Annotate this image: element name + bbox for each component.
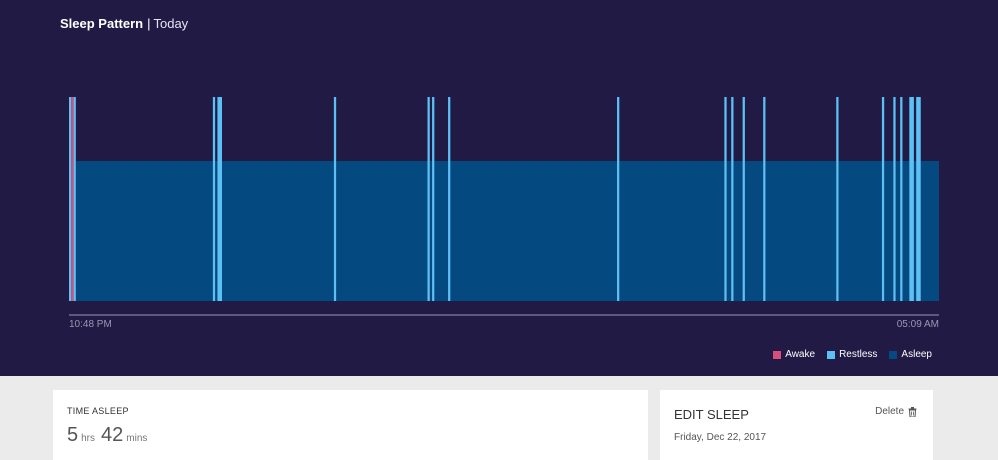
- asleep-segment-17: [619, 161, 725, 301]
- legend-label-asleep: Asleep: [901, 349, 932, 360]
- title-separator: |: [147, 16, 151, 31]
- legend-item-awake: Awake: [773, 349, 815, 360]
- restless-segment-30: [893, 97, 896, 301]
- edit-sleep-card: EDIT SLEEP Delete Friday, Dec 22, 2017: [660, 390, 933, 460]
- legend-label-awake: Awake: [785, 349, 816, 360]
- square-icon: [889, 350, 898, 359]
- time-asleep-card: TIME ASLEEP 5 hrs 42 mins: [53, 390, 648, 460]
- asleep-segment-13: [434, 161, 449, 301]
- x-tick-label-end: 05:09 AM: [897, 319, 939, 330]
- restless-segment-20: [731, 97, 734, 301]
- asleep-segment-21: [733, 161, 743, 301]
- restless-segment-18: [724, 97, 727, 301]
- hours-unit: hrs: [81, 433, 96, 444]
- restless-segment-24: [763, 97, 766, 301]
- restless-segment-22: [742, 97, 745, 301]
- asleep-segment-27: [838, 161, 882, 301]
- asleep-segment-25: [765, 161, 837, 301]
- asleep-segment-15: [450, 161, 618, 301]
- delete-button[interactable]: Delete: [875, 406, 917, 417]
- chart-subtitle: Today: [153, 16, 189, 31]
- hours-value: 5: [67, 424, 79, 446]
- restless-segment-4: [212, 97, 216, 301]
- restless-segment-12: [432, 97, 435, 301]
- legend-item-asleep: Asleep: [889, 349, 932, 360]
- asleep-segment-19: [726, 161, 732, 301]
- minutes-value: 42: [101, 424, 124, 446]
- time-asleep-label: TIME ASLEEP: [67, 406, 129, 416]
- asleep-segment-9: [336, 161, 428, 301]
- delete-label: Delete: [875, 406, 904, 417]
- legend-item-restless: Restless: [827, 349, 877, 360]
- sleep-pattern-panel: Sleep Pattern | Today 10:48 PM 05:09 AM Awa…: [0, 0, 998, 376]
- chart-title-main: Sleep Pattern: [60, 16, 144, 31]
- restless-segment-6: [217, 97, 222, 301]
- asleep-segment-11: [429, 161, 433, 301]
- square-icon: [827, 350, 836, 359]
- restless-segment-26: [836, 97, 839, 301]
- restless-segment-2: [73, 97, 76, 301]
- x-tick-label-start: 10:48 PM: [69, 319, 112, 330]
- restless-segment-8: [333, 97, 337, 301]
- restless-segment-14: [448, 97, 451, 301]
- restless-segment-16: [617, 97, 620, 301]
- edit-sleep-title: EDIT SLEEP: [674, 407, 749, 422]
- awake-segment-1: [71, 97, 74, 301]
- asleep-segment-23: [744, 161, 764, 301]
- square-icon: [773, 350, 782, 359]
- asleep-segment-33: [902, 161, 910, 301]
- legend-label-restless: Restless: [839, 349, 878, 360]
- restless-segment-10: [427, 97, 430, 301]
- asleep-segment-5: [215, 161, 218, 301]
- restless-segment-32: [900, 97, 903, 301]
- asleep-segment-3: [75, 161, 213, 301]
- chart-title: Sleep Pattern | Today: [60, 16, 188, 31]
- restless-segment-28: [881, 97, 885, 301]
- restless-segment-0: [69, 97, 72, 301]
- asleep-segment-35: [913, 161, 917, 301]
- asleep-segment-29: [884, 161, 894, 301]
- restless-segment-34: [909, 97, 914, 301]
- restless-segment-36: [916, 97, 921, 301]
- trash-icon: [908, 406, 917, 417]
- minutes-unit: mins: [126, 433, 148, 444]
- asleep-segment-37: [920, 161, 939, 301]
- sleep-date: Friday, Dec 22, 2017: [674, 432, 767, 443]
- time-asleep-value: 5 hrs 42 mins: [67, 424, 153, 447]
- asleep-segment-31: [895, 161, 901, 301]
- asleep-segment-7: [221, 161, 334, 301]
- chart-legend: Awake Restless Asleep: [773, 349, 932, 360]
- sleep-pattern-chart: 10:48 PM 05:09 AM: [69, 97, 939, 330]
